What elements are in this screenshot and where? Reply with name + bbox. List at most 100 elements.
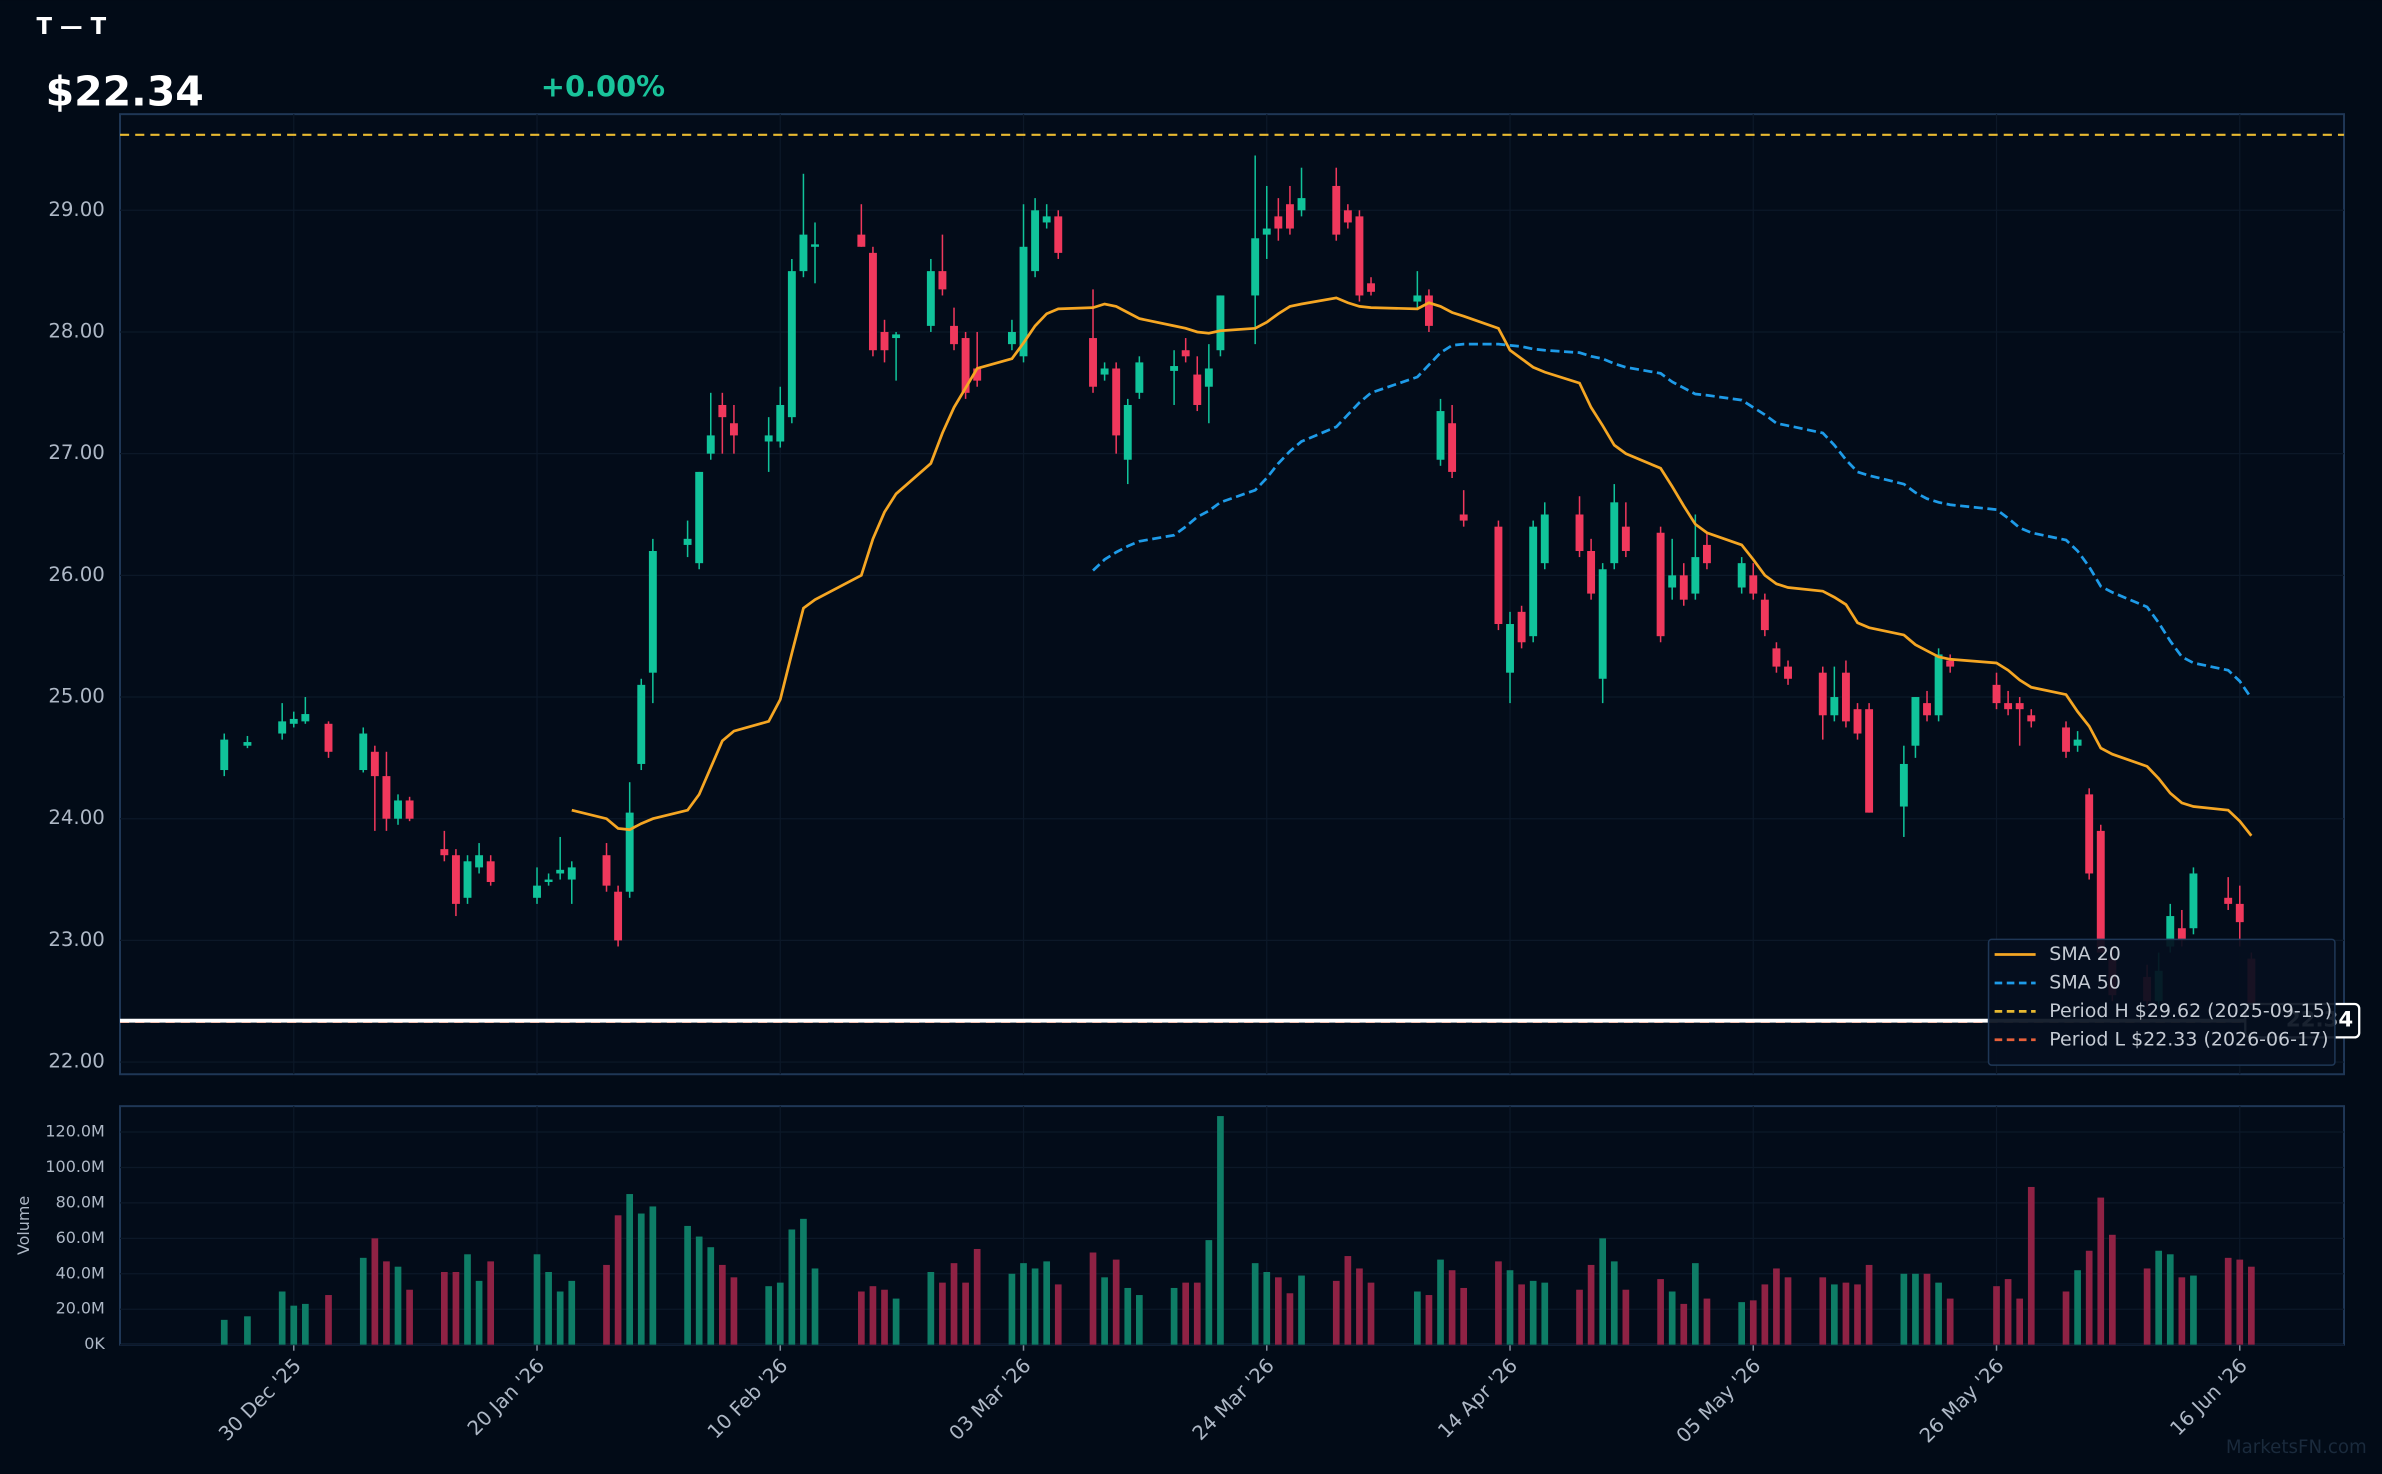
- volume-bar: [950, 1263, 958, 1345]
- volume-bar: [1089, 1252, 1097, 1345]
- candle-body: [486, 861, 495, 882]
- y-tick-label: 27.00: [48, 441, 105, 464]
- volume-bar: [1425, 1295, 1433, 1345]
- volume-bar: [719, 1264, 726, 1345]
- candle-body: [1506, 624, 1514, 673]
- candle-body: [776, 404, 785, 442]
- volume-bar: [962, 1282, 969, 1345]
- volume-bar: [776, 1282, 784, 1345]
- volume-bar: [973, 1248, 981, 1345]
- volume-bar: [1170, 1287, 1178, 1345]
- volume-bar: [406, 1289, 413, 1345]
- candle-body: [1540, 514, 1549, 564]
- volume-bar: [1773, 1268, 1780, 1345]
- volume-bar: [487, 1261, 495, 1345]
- candle-body: [1737, 563, 1746, 588]
- volume-bar: [1541, 1282, 1549, 1345]
- candle-body: [637, 684, 646, 764]
- candle-body: [1749, 575, 1758, 594]
- candle-body: [1923, 703, 1931, 716]
- candle-body: [278, 721, 287, 734]
- volume-bar: [371, 1238, 379, 1345]
- candle-body: [1784, 666, 1792, 679]
- candle-body: [1332, 185, 1341, 235]
- volume-bar: [811, 1268, 819, 1345]
- volume-bar: [1819, 1277, 1827, 1345]
- volume-bar: [1344, 1256, 1352, 1345]
- volume-bar: [2224, 1257, 2232, 1345]
- y-tick-label: 28.00: [48, 319, 105, 342]
- candle-body: [1181, 350, 1190, 357]
- candle-body: [880, 331, 889, 351]
- volume-bar: [1749, 1300, 1757, 1345]
- volume-bar: [1332, 1280, 1340, 1345]
- volume-bar: [1193, 1282, 1201, 1345]
- volume-bar: [1831, 1284, 1838, 1345]
- volume-bar: [1437, 1259, 1444, 1345]
- candle-body: [220, 739, 229, 771]
- volume-bar: [2178, 1277, 2186, 1345]
- candle-body: [973, 368, 982, 381]
- candle-body: [1019, 246, 1028, 357]
- candle-body: [1216, 295, 1225, 351]
- volume-bar: [1923, 1273, 1931, 1345]
- legend-label: SMA 50: [2049, 971, 2121, 993]
- candle-body: [1691, 557, 1700, 594]
- candle-body: [1112, 368, 1121, 436]
- volume-bar: [2155, 1250, 2163, 1345]
- volume-bar: [1495, 1261, 1502, 1345]
- candle-body: [556, 869, 565, 874]
- candle-body: [926, 271, 935, 326]
- candle-body: [1251, 238, 1260, 296]
- volume-bar: [649, 1206, 657, 1345]
- candle-body: [1587, 551, 1596, 594]
- volume-bar: [2085, 1250, 2093, 1345]
- candle-body: [1343, 210, 1352, 223]
- candle-body: [961, 338, 970, 393]
- volume-bar: [2190, 1275, 2197, 1345]
- volume-bar: [475, 1280, 483, 1345]
- volume-bar: [637, 1213, 645, 1345]
- volume-bar: [2143, 1268, 2151, 1345]
- candle-body: [2096, 830, 2105, 953]
- volume-bar: [568, 1280, 576, 1345]
- volume-bar: [800, 1218, 807, 1345]
- volume-bar: [1298, 1275, 1305, 1345]
- volume-bar: [2166, 1254, 2174, 1345]
- volume-bar: [684, 1225, 691, 1345]
- candle-body: [2073, 739, 2082, 746]
- volume-bar: [1367, 1282, 1375, 1345]
- volume-bar: [452, 1272, 460, 1345]
- candle-body: [2004, 703, 2013, 710]
- volume-bar: [730, 1277, 738, 1345]
- volume-bar: [359, 1257, 367, 1345]
- candle-body: [289, 718, 298, 724]
- candle-body: [1760, 599, 1769, 631]
- candle-body: [1529, 526, 1538, 637]
- candle-body: [1135, 362, 1144, 393]
- volume-bar: [695, 1236, 703, 1345]
- candle-body: [544, 879, 553, 882]
- candle-body: [1853, 709, 1862, 734]
- candle-body: [1830, 697, 1839, 716]
- symbol-title: T — T: [36, 14, 106, 40]
- candle-body: [324, 723, 333, 752]
- volume-bar: [1101, 1277, 1108, 1345]
- volume-bar: [220, 1319, 228, 1345]
- candle-body: [950, 325, 958, 345]
- candle-body: [1204, 368, 1213, 387]
- watermark: MarketsFN.com: [2226, 1437, 2367, 1458]
- volume-bar: [2016, 1298, 2024, 1345]
- volume-bar: [1900, 1273, 1908, 1345]
- candle-body: [1934, 654, 1943, 716]
- candle-body: [2085, 794, 2094, 874]
- volume-bar: [939, 1282, 946, 1345]
- volume-bar: [881, 1289, 888, 1345]
- volume-bar: [278, 1291, 286, 1345]
- candle-body: [811, 244, 819, 247]
- volume-bar: [1912, 1273, 1919, 1345]
- volume-bar: [788, 1229, 796, 1345]
- volume-bar: [2062, 1291, 2070, 1345]
- candle-body: [394, 800, 402, 819]
- volume-bar: [1518, 1284, 1525, 1345]
